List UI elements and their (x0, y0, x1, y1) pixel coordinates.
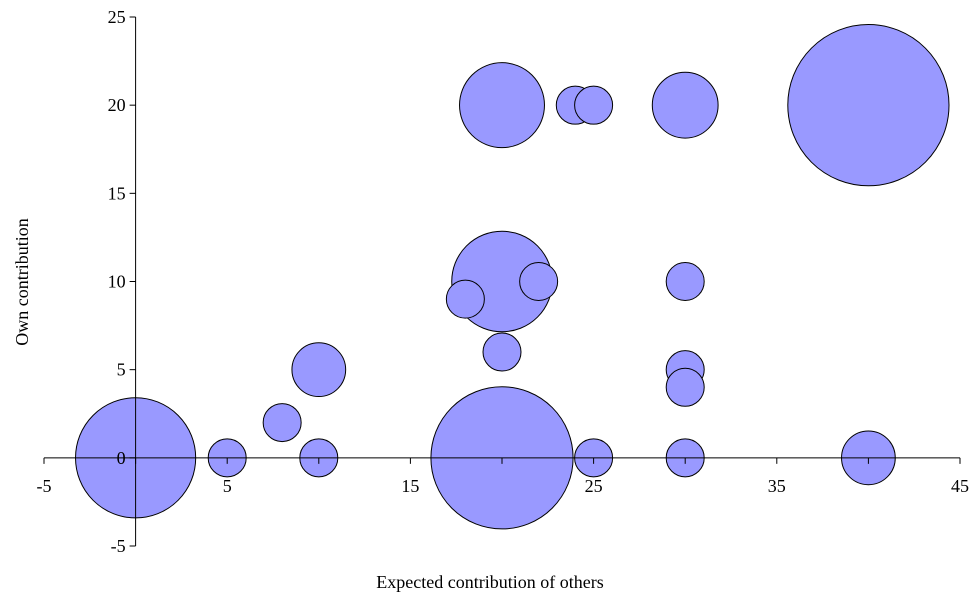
x-axis-label: Expected contribution of others (376, 572, 603, 592)
y-tick-label: 25 (108, 7, 126, 27)
x-tick-label: -5 (37, 476, 52, 496)
bubble-point (787, 24, 950, 187)
y-tick-label: 10 (108, 272, 126, 292)
x-tick-label: 15 (401, 476, 419, 496)
x-tick-label: 5 (223, 476, 232, 496)
axes (43, 16, 961, 547)
bubble-point (262, 403, 302, 443)
bubble-point (445, 279, 485, 319)
y-tick-label: 0 (117, 448, 126, 468)
bubble-point (291, 342, 347, 398)
x-tick-label: 25 (585, 476, 603, 496)
bubble-point (665, 262, 705, 301)
bubble-point (651, 71, 719, 139)
x-tick-label: 35 (768, 476, 786, 496)
bubble-point (519, 262, 559, 301)
y-tick-label: -5 (111, 536, 126, 556)
bubble-point (574, 85, 614, 125)
bubble-layer (75, 24, 950, 530)
x-tick-label: 45 (951, 476, 969, 496)
bubble-point (665, 367, 705, 407)
y-tick-label: 20 (108, 95, 126, 115)
y-tick-label: 15 (108, 183, 126, 203)
tick-labels: -5 5 15 25 35 45 -5 0 5 10 15 20 25 (37, 7, 970, 556)
y-tick-label: 5 (117, 360, 126, 380)
bubble-point (482, 332, 522, 372)
y-axis-label: Own contribution (12, 218, 32, 346)
bubble-point (459, 62, 545, 149)
